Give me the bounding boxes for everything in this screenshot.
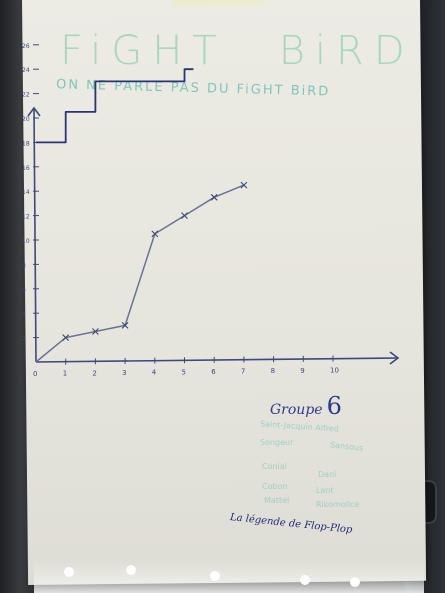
x-tick-label: 3 xyxy=(122,369,126,377)
member-name: Saint-Jacquin Alfred xyxy=(259,419,340,434)
x-axis xyxy=(35,357,399,363)
bokeh-light xyxy=(300,575,310,585)
y-tick-label: 8 xyxy=(22,262,26,269)
x-tick-label: 9 xyxy=(300,367,304,375)
y-tick-label: 12 xyxy=(22,214,30,221)
y-axis xyxy=(33,107,37,363)
x-tick-label: 10 xyxy=(330,367,339,375)
page-title: FiGHT BiRD xyxy=(60,28,420,74)
y-tick-label: 4 xyxy=(22,311,26,318)
member-name: Mattel xyxy=(264,496,290,505)
member-name: Lant xyxy=(316,486,334,495)
bokeh-light xyxy=(126,565,136,575)
member-name: Conial xyxy=(262,462,287,471)
data-point xyxy=(151,230,159,238)
y-axis-arrow xyxy=(27,106,41,117)
bokeh-light xyxy=(350,577,360,587)
group-number: 6 xyxy=(326,392,342,420)
foreground-blur xyxy=(34,561,424,593)
chart-axes xyxy=(27,106,400,365)
series-line-markers xyxy=(35,184,245,363)
x-tick-label: 7 xyxy=(241,368,245,376)
chart-series xyxy=(35,68,248,363)
member-name: Rikomolice xyxy=(316,500,360,509)
y-tick-label: 10 xyxy=(22,238,30,245)
member-name: Sansous xyxy=(329,440,364,453)
y-tick-label: 6 xyxy=(22,287,26,294)
group-label: Groupe xyxy=(270,402,323,418)
y-tick-label: 20 xyxy=(22,116,30,123)
data-point xyxy=(210,193,218,201)
member-name: Songeur xyxy=(260,438,294,447)
x-tick-label: 6 xyxy=(211,368,216,376)
x-axis-arrow xyxy=(389,351,400,365)
bokeh-light xyxy=(210,571,220,581)
y-tick-label: 18 xyxy=(22,140,30,147)
member-name: Dani xyxy=(318,470,337,479)
x-tick-label: 2 xyxy=(92,369,96,377)
y-tick-label: 14 xyxy=(22,189,30,196)
y-tick-label: 2 xyxy=(22,336,26,343)
data-point xyxy=(181,212,188,219)
data-point xyxy=(121,322,129,329)
title-word-fight: FiGHT xyxy=(60,28,227,74)
data-point xyxy=(62,334,70,341)
y-tick-label: 16 xyxy=(22,165,30,172)
y-tick-label: 24 xyxy=(22,67,30,74)
x-tick-label: 5 xyxy=(182,368,186,376)
data-point xyxy=(92,328,99,335)
x-tick-label: 1 xyxy=(63,370,67,378)
x-tick-label: 8 xyxy=(271,367,275,375)
bokeh-light xyxy=(64,567,74,577)
x-tick-label: 4 xyxy=(152,369,157,377)
member-list: Saint-Jacquin Alfred Songeur Sansous Con… xyxy=(258,419,378,522)
member-name: Cobon xyxy=(262,482,288,491)
series-line-step xyxy=(36,68,194,144)
data-point xyxy=(240,181,248,189)
y-tick-label: 26 xyxy=(22,43,30,50)
x-tick-label: 0 xyxy=(33,370,37,378)
y-tick-label: 22 xyxy=(22,92,30,99)
group-heading: Groupe 6 xyxy=(270,392,342,420)
title-word-bird: BiRD xyxy=(278,28,415,74)
